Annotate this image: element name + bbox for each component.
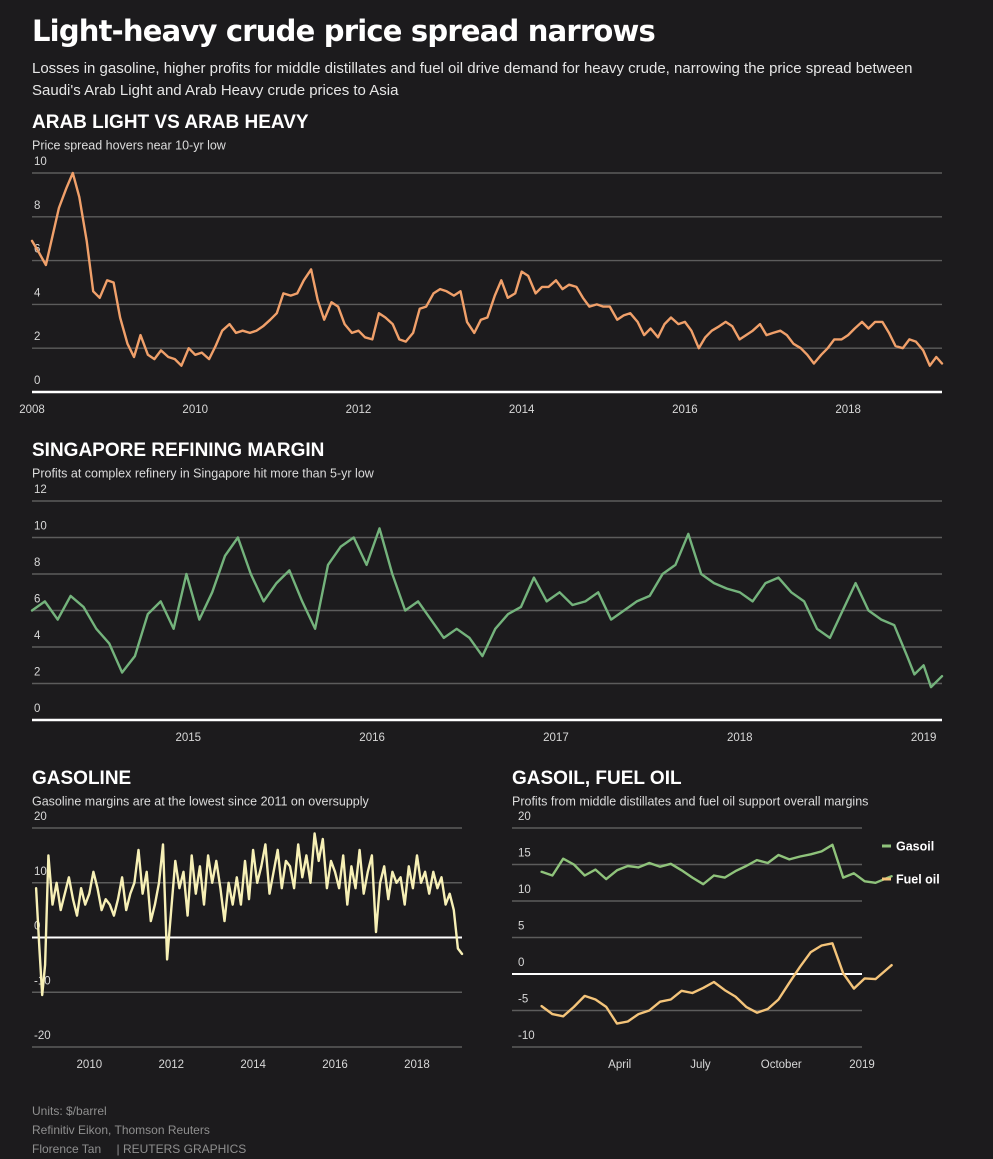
chart-spread: ARAB LIGHT VS ARAB HEAVY Price spread hov…	[19, 112, 944, 416]
chart-subtitle: Price spread hovers near 10-yr low	[32, 138, 227, 152]
series-line-gasoil	[540, 843, 893, 886]
y-tick-label: 4	[34, 287, 41, 299]
x-tick-label: 2016	[672, 404, 698, 416]
y-tick-label: 0	[34, 375, 40, 387]
x-tick-label: 2016	[359, 732, 385, 744]
chart-subtitle: Gasoline margins are at the lowest since…	[32, 794, 370, 808]
headline: Light-heavy crude price spread narrows	[32, 14, 656, 48]
x-tick-label: April	[608, 1059, 631, 1071]
chart-title: GASOLINE	[32, 768, 131, 789]
chart-subtitle: Profits at complex refinery in Singapore…	[32, 466, 375, 480]
legend-item: Gasoil	[882, 839, 934, 853]
x-tick-label: 2015	[175, 732, 201, 744]
x-tick-label: July	[690, 1059, 711, 1071]
chart-title: SINGAPORE REFINING MARGIN	[32, 440, 324, 461]
x-tick-label: 2010	[182, 404, 208, 416]
agency-credit: | REUTERS GRAPHICS	[116, 1142, 247, 1156]
chart-title: ARAB LIGHT VS ARAB HEAVY	[32, 112, 309, 133]
y-tick-label: 6	[34, 594, 40, 606]
x-tick-label: 2010	[77, 1059, 103, 1071]
y-tick-label: 2	[34, 331, 40, 343]
legend-label: Fuel oil	[896, 872, 940, 886]
chart-gasoil_fueloil: GASOIL, FUEL OIL Profits from middle dist…	[512, 768, 940, 1071]
y-tick-label: 15	[518, 848, 531, 860]
y-tick-label: 0	[518, 957, 524, 969]
series-line-margin	[30, 527, 944, 689]
author-name: Florence Tan	[32, 1142, 102, 1156]
y-tick-label: 12	[34, 484, 47, 496]
intro-text: Losses in gasoline, higher profits for m…	[32, 60, 913, 99]
y-tick-label: -20	[34, 1030, 51, 1042]
legend-label: Gasoil	[896, 839, 934, 853]
y-tick-label: 4	[34, 630, 41, 642]
chart-gasoline: GASOLINE Gasoline margins are at the lowe…	[32, 768, 464, 1071]
x-tick-label: 2018	[835, 404, 861, 416]
source-note: Refinitiv Eikon, Thomson Reuters	[32, 1123, 210, 1137]
x-tick-label: 2018	[404, 1059, 430, 1071]
y-tick-label: 10	[34, 156, 47, 168]
x-tick-label: 2019	[911, 732, 937, 744]
x-tick-label: 2012	[346, 404, 372, 416]
y-tick-label: -5	[518, 994, 528, 1006]
chart-title: GASOIL, FUEL OIL	[512, 768, 682, 789]
legend-item: Fuel oil	[882, 872, 940, 886]
y-tick-label: 10	[34, 521, 47, 533]
x-tick-label: 2018	[727, 732, 753, 744]
chart-margin: SINGAPORE REFINING MARGIN Profits at comp…	[30, 440, 944, 744]
x-tick-label: 2014	[240, 1059, 266, 1071]
y-tick-label: 10	[34, 866, 47, 878]
chart-subtitle: Profits from middle distillates and fuel…	[512, 794, 868, 808]
y-tick-label: 20	[34, 811, 47, 823]
y-tick-label: 8	[34, 557, 40, 569]
y-tick-label: -10	[518, 1030, 535, 1042]
footer: Units: $/barrel Refinitiv Eikon, Thomson…	[32, 1102, 258, 1159]
y-tick-label: 10	[518, 884, 531, 896]
x-tick-label: October	[761, 1059, 802, 1071]
x-tick-label: 2017	[543, 732, 569, 744]
y-tick-label: 2	[34, 667, 40, 679]
x-tick-label: 2019	[849, 1059, 875, 1071]
x-tick-label: 2016	[322, 1059, 348, 1071]
y-tick-label: 0	[34, 703, 40, 715]
x-tick-label: 2012	[158, 1059, 184, 1071]
credit-line: Florence Tan | REUTERS GRAPHICS	[32, 1140, 258, 1159]
y-tick-label: 5	[518, 921, 524, 933]
series-line-gasoline	[34, 832, 464, 997]
x-tick-label: 2008	[19, 404, 45, 416]
y-tick-label: 8	[34, 200, 40, 212]
charts-canvas: ARAB LIGHT VS ARAB HEAVY Price spread hov…	[19, 112, 944, 1071]
x-tick-label: 2014	[509, 404, 535, 416]
y-tick-label: 20	[518, 811, 531, 823]
series-line-fuel-oil	[540, 942, 893, 1025]
units-note: Units: $/barrel	[32, 1104, 107, 1118]
series-line-spread	[30, 171, 944, 367]
